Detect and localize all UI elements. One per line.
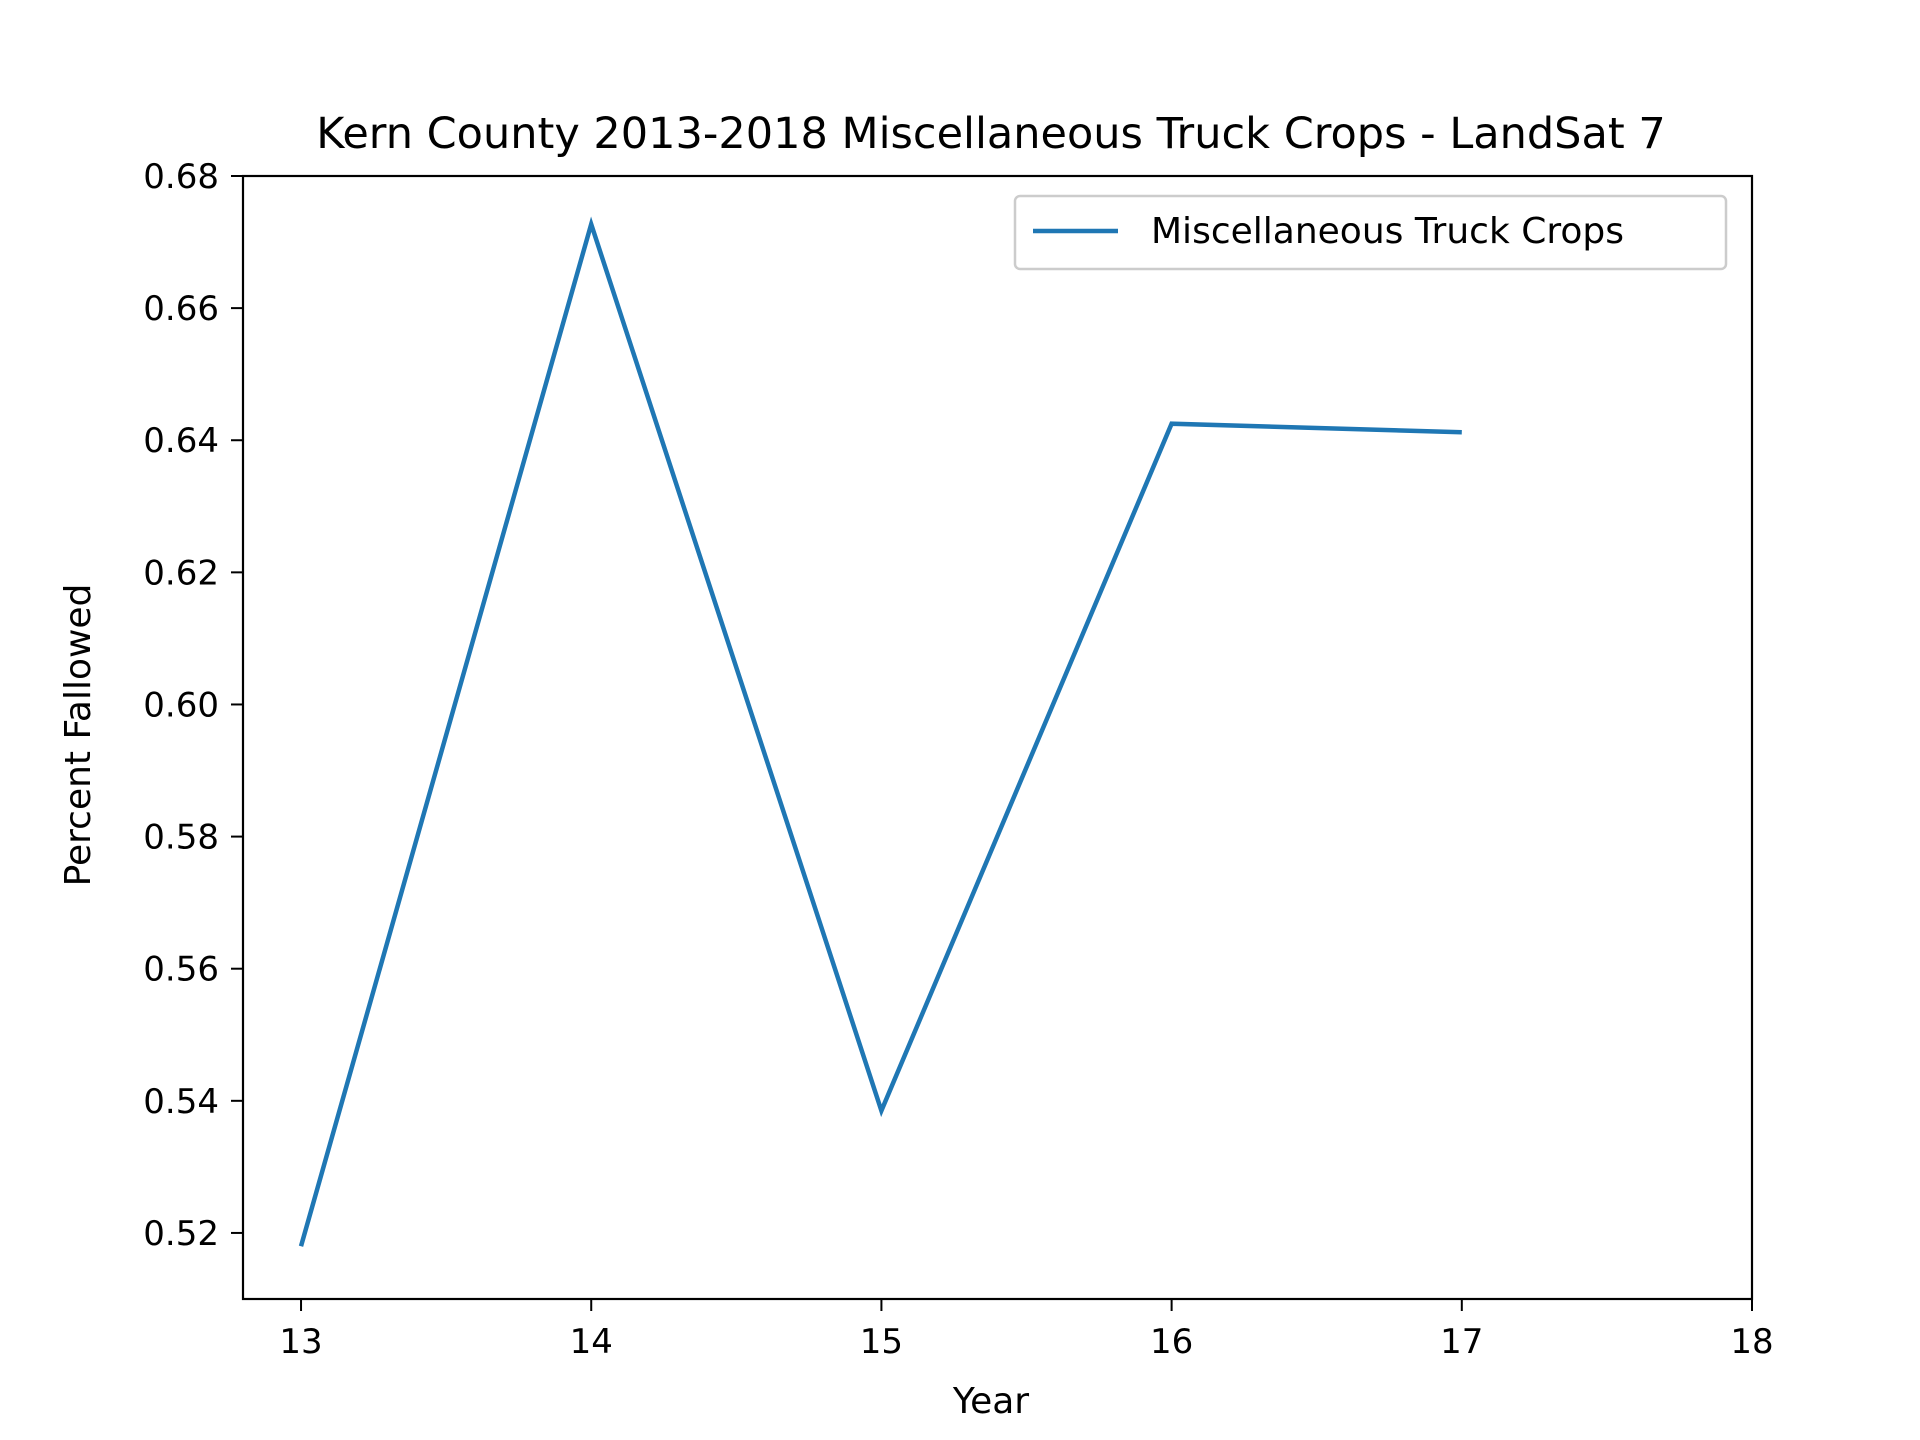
plot-frame — [241, 174, 1754, 1301]
x-tick-label: 14 — [570, 1322, 613, 1362]
y-tick-label: 0.52 — [143, 1214, 219, 1254]
y-tick-label: 0.66 — [143, 289, 219, 329]
x-axis-title: Year — [952, 1381, 1029, 1422]
legend-box — [1013, 194, 1728, 271]
y-axis-title: Percent Fallowed — [58, 584, 99, 887]
y-tick-label: 0.60 — [143, 685, 219, 725]
y-axis: 0.52 0.54 0.56 0.58 0.60 0.62 0.64 0.66 0.68 — [143, 157, 243, 1254]
y-tick-label: 0.54 — [143, 1082, 219, 1122]
x-tick-label: 13 — [279, 1322, 322, 1362]
series-line — [298, 216, 1462, 1247]
y-tick-label: 0.56 — [143, 950, 219, 990]
legend: Miscellaneous Truck Crops — [1013, 194, 1728, 271]
x-tick-label: 17 — [1440, 1322, 1483, 1362]
legend-label: Miscellaneous Truck Crops — [1151, 211, 1624, 252]
x-axis: 13 14 15 16 17 18 — [279, 1299, 1774, 1362]
y-tick-label: 0.62 — [143, 553, 219, 593]
x-tick-label: 16 — [1150, 1322, 1193, 1362]
x-tick-label: 15 — [860, 1322, 903, 1362]
y-tick-label: 0.58 — [143, 818, 219, 858]
plot-area — [241, 174, 1754, 1301]
chart-title: Kern County 2013-2018 Miscellaneous Truc… — [316, 109, 1665, 159]
y-tick-label: 0.68 — [143, 157, 219, 197]
y-tick-label: 0.64 — [143, 421, 219, 461]
x-tick-label: 18 — [1730, 1322, 1773, 1362]
